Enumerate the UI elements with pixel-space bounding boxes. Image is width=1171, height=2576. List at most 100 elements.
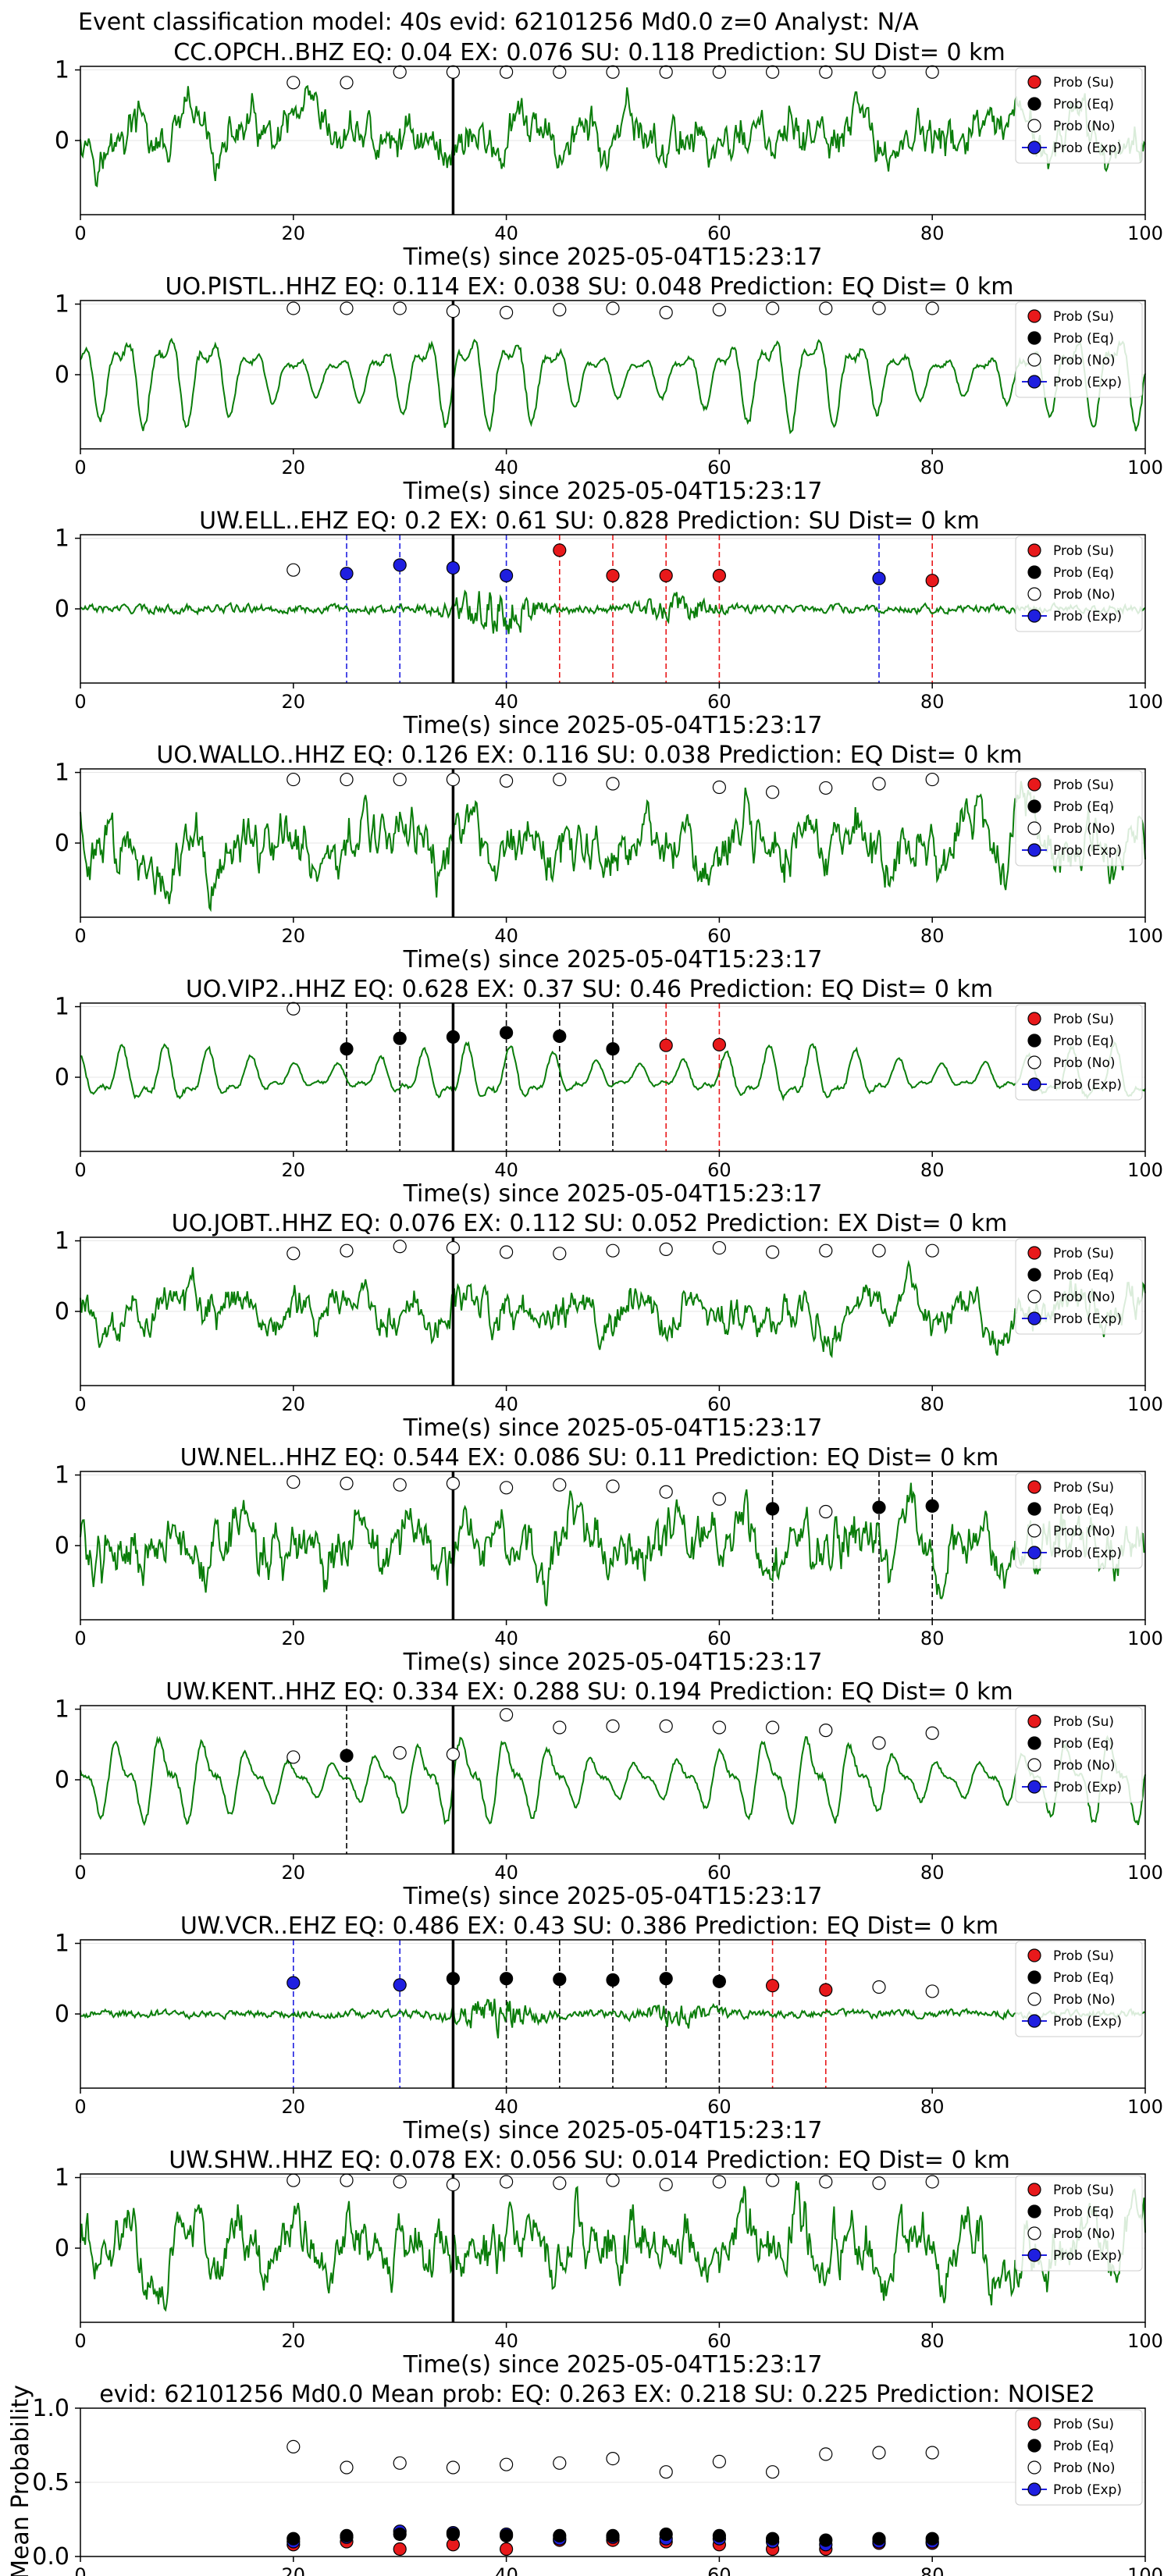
prob-point-no [712, 780, 727, 795]
prob-point-no [925, 301, 939, 315]
legend: Prob (Su) Prob (Eq) Prob (No) Prob (Exp) [1015, 1004, 1143, 1101]
legend-frame [1015, 535, 1143, 632]
waveform-trace [80, 2181, 1146, 2312]
prob-point-no [340, 301, 354, 315]
prob-point-no [393, 1745, 407, 1760]
prob-point-no [659, 2177, 673, 2192]
panel-title: UW.ELL..EHZ EQ: 0.2 EX: 0.61 SU: 0.828 P… [199, 507, 980, 535]
legend-label-exp: Prob (Exp) [1053, 1077, 1122, 1093]
legend-label-eq: Prob (Eq) [1053, 1268, 1114, 1283]
prob-point-no [553, 772, 567, 787]
prob-point-no [819, 65, 833, 79]
mean-prob-point-eq [287, 2532, 301, 2546]
legend-marker-exp [1027, 1780, 1041, 1794]
prob-point-eq [446, 1972, 461, 1986]
prob-point-no [872, 1736, 886, 1750]
prob-point-no [499, 1481, 514, 1495]
prob-point-no [340, 1244, 354, 1258]
prob-point-eq [659, 1972, 673, 1986]
legend-label-su: Prob (Su) [1053, 1246, 1114, 1261]
legend-marker-su [1027, 2183, 1041, 2197]
legend-label-su: Prob (Su) [1053, 1480, 1114, 1496]
panel-cc-opch--bhz: 1 0 CC.OPCH..BHZ EQ: 0.04 EX: 0.076 SU: 0.… [55, 39, 1163, 271]
y-tick-label: 1 [55, 1228, 69, 1255]
panel-uw-shw--hhz: 1 0 UW.SHW..HHZ EQ: 0.078 EX: 0.056 SU: 0.… [55, 2147, 1163, 2379]
x-tick-label: 60 [707, 691, 731, 713]
panel-uo-vip2--hhz: 1 0 UO.VIP2..HHZ EQ: 0.628 EX: 0.37 SU: 0.… [55, 976, 1163, 1208]
legend-label-su: Prob (Su) [1053, 543, 1114, 559]
legend-label-exp: Prob (Exp) [1053, 2014, 1122, 2030]
x-tick-label: 60 [707, 2330, 731, 2352]
legend-label-su: Prob (Su) [1053, 309, 1114, 325]
x-tick-label: 0 [74, 1159, 86, 1181]
prob-point-exp [499, 568, 514, 582]
y-tick-label: 1 [55, 1696, 69, 1724]
prob-point-no [819, 1504, 833, 1519]
mean-prob-point-eq [606, 2528, 620, 2542]
legend-marker-su [1027, 2417, 1041, 2431]
y-tick-label: 0 [55, 2235, 69, 2262]
x-tick-label: 40 [494, 691, 518, 713]
prob-point-no [287, 1002, 301, 1016]
mean-prob-point-eq [872, 2532, 886, 2546]
figure-title: Event classification model: 40s evid: 62… [78, 9, 919, 36]
prob-point-no [287, 772, 301, 787]
legend-label-eq: Prob (Eq) [1053, 1736, 1114, 1752]
panel-uo-wallo--hhz: 1 0 UO.WALLO..HHZ EQ: 0.126 EX: 0.116 SU: … [55, 742, 1163, 973]
prob-point-no [819, 1724, 833, 1738]
prob-point-no [872, 1244, 886, 1258]
x-tick-label: 0 [74, 691, 86, 713]
legend-label-su: Prob (Su) [1053, 2183, 1114, 2198]
prob-point-eq [872, 1500, 886, 1514]
legend-marker-no [1027, 1290, 1041, 1304]
prob-point-no [499, 305, 514, 319]
prob-point-eq [606, 1973, 620, 1987]
prob-point-no [659, 305, 673, 319]
legend-label-su: Prob (Su) [1053, 1714, 1114, 1730]
x-tick-label: 60 [707, 2564, 731, 2576]
x-tick-label: 20 [282, 457, 306, 479]
mean-prob-point-su [393, 2542, 407, 2556]
prob-point-no [446, 304, 461, 318]
prob-point-no [819, 781, 833, 795]
waveform-trace [80, 589, 1146, 635]
legend-frame [1015, 1941, 1143, 2037]
mean-prob-point-eq [393, 2527, 407, 2542]
legend-marker-exp [1027, 375, 1041, 389]
x-tick-label: 80 [920, 2096, 945, 2118]
prob-point-no [872, 65, 886, 79]
legend-label-exp: Prob (Exp) [1053, 609, 1122, 624]
prob-point-exp [340, 567, 354, 581]
legend-label-exp: Prob (Exp) [1053, 2248, 1122, 2264]
legend-marker-exp [1027, 2482, 1041, 2496]
panel-title: UW.NEL..HHZ EQ: 0.544 EX: 0.086 SU: 0.11… [180, 1444, 999, 1471]
legend-marker-exp [1027, 2248, 1041, 2262]
legend-marker-eq [1027, 1736, 1041, 1750]
x-tick-label: 60 [707, 1628, 731, 1649]
x-axis-label: Time(s) since 2025-05-04T15:23:17 [403, 478, 823, 505]
legend-marker-eq [1027, 97, 1041, 111]
mean-prob-point-eq [765, 2532, 780, 2546]
prob-point-no [765, 2173, 780, 2187]
prob-point-no [765, 785, 780, 799]
prob-point-su [659, 1038, 673, 1052]
prob-point-eq [553, 1972, 567, 1987]
y-tick-label: 1 [55, 1462, 69, 1489]
y-tick-label: 0 [55, 1767, 69, 1794]
prob-point-no [287, 563, 301, 577]
legend: Prob (Su) Prob (Eq) Prob (No) Prob (Exp) [1015, 1941, 1143, 2037]
legend-marker-su [1027, 309, 1041, 323]
y-tick-label: 0 [55, 1532, 69, 1560]
panel-title: UO.JOBT..HHZ EQ: 0.076 EX: 0.112 SU: 0.0… [172, 1210, 1008, 1237]
panel-uw-kent--hhz: 1 0 UW.KENT..HHZ EQ: 0.334 EX: 0.288 SU: 0… [55, 1678, 1163, 1910]
prob-point-no [659, 1719, 673, 1733]
x-tick-label: 40 [494, 2564, 518, 2576]
x-tick-label: 60 [707, 925, 731, 947]
prob-point-su [819, 1983, 833, 1997]
y-tick-label: 1 [55, 291, 69, 318]
prob-point-no [765, 65, 780, 79]
x-tick-label: 100 [1127, 1862, 1163, 1884]
prob-point-exp [872, 571, 886, 585]
y-tick-label: 1 [55, 760, 69, 787]
